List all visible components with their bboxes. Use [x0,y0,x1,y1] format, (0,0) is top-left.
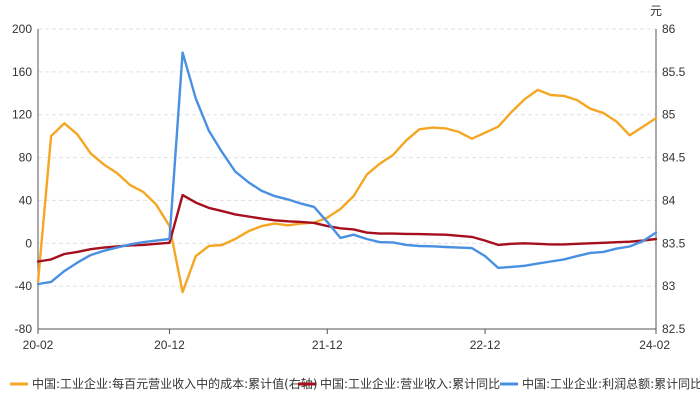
y-left-tick-label: 160 [12,65,32,79]
y-left-tick-label: 40 [19,193,33,207]
x-tick-label: 24-02 [639,338,670,352]
y-right-unit: 元 [650,4,662,18]
y-left-tick-label: -40 [15,279,33,293]
series-line-2 [36,193,658,263]
x-tick-label: 20-02 [23,338,54,352]
y-left-tick-label: 80 [19,151,33,165]
y-left-tick-label: -80 [15,322,33,336]
y-right-tick-label: 83.5 [662,236,686,250]
gridlines [38,28,656,287]
series-lines [36,51,658,294]
y-right-tick-label: 84.5 [662,151,686,165]
y-left-tick-label: 200 [12,22,32,36]
legend-label-1: 中国:工业企业:每百元营业收入中的成本:累计值(右轴) [32,376,318,391]
y-right-tick-label: 82.5 [662,322,686,336]
x-tick-label: 21-12 [312,338,343,352]
y-left-tick-label: 0 [25,236,32,250]
axes: -80 -40 0 40 80 120 160 200 82.5 83 83.5 84 84.5 85 85… [12,4,686,352]
series-line-3 [36,51,658,286]
series-line-1 [36,88,658,294]
y-right-tick-label: 86 [662,22,676,36]
y-right-tick-label: 83 [662,279,676,293]
legend-label-3: 中国:工业企业:利润总额:累计同比 [522,376,700,391]
x-tick-label: 22-12 [470,338,501,352]
legend: 中国:工业企业:每百元营业收入中的成本:累计值(右轴) 中国:工业企业:营业收入:… [10,376,700,391]
y-right-tick-label: 85.5 [662,65,686,79]
legend-label-2: 中国:工业企业:营业收入:累计同比 [320,376,500,391]
y-right-tick-label: 85 [662,108,676,122]
x-tick-label: 20-12 [154,338,185,352]
y-left-tick-label: 120 [12,108,32,122]
y-right-tick-label: 84 [662,193,676,207]
